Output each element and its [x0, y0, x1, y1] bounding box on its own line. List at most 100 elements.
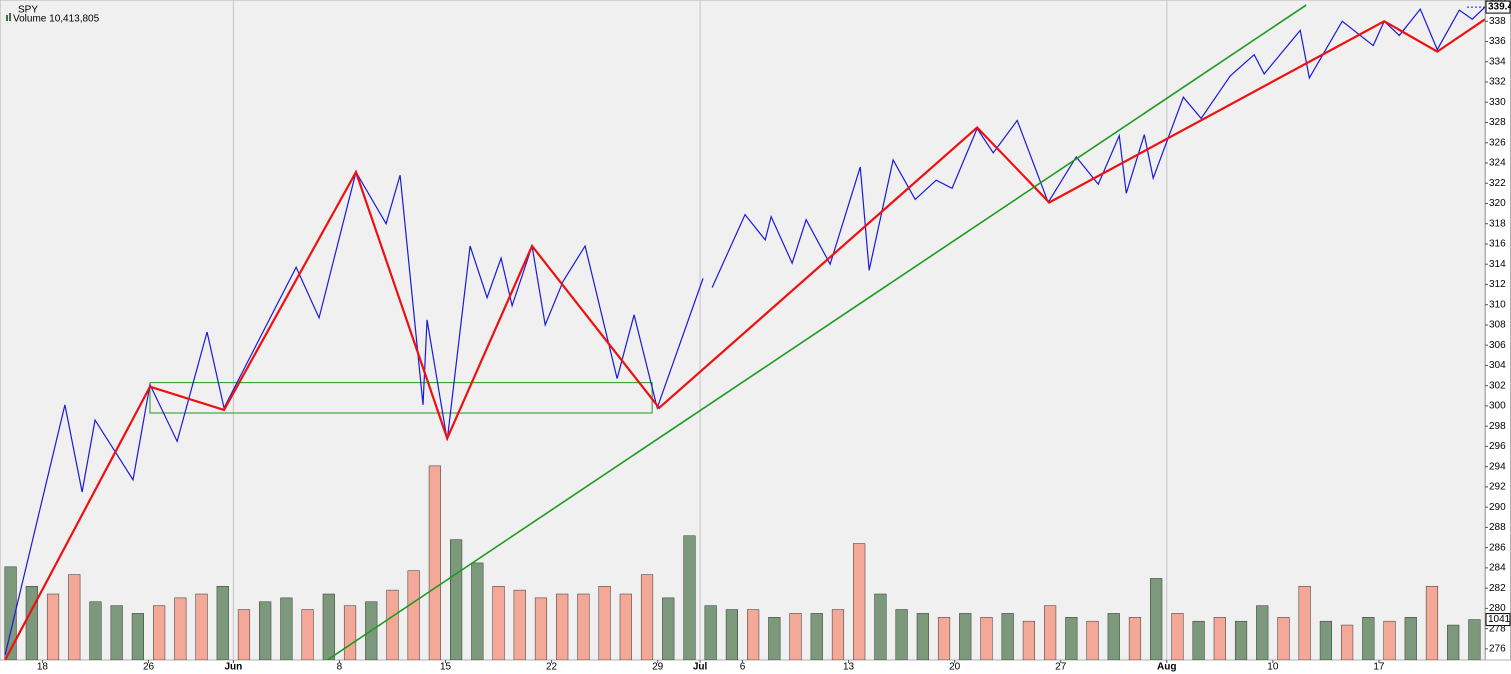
volume-bar — [428, 465, 441, 660]
volume-bar — [1213, 617, 1226, 660]
volume-bar — [1086, 620, 1099, 660]
y-tick-label: 334 — [1489, 56, 1506, 67]
volume-bar — [301, 609, 314, 660]
y-tick-label: 276 — [1489, 644, 1506, 655]
volume-bar — [25, 585, 38, 660]
volume-bar — [1192, 620, 1205, 660]
y-tick-label: 330 — [1489, 97, 1506, 108]
x-tick-label: 10 — [1267, 662, 1279, 673]
y-tick-label: 304 — [1489, 360, 1506, 371]
x-tick-label: Jun — [224, 662, 242, 673]
volume-bar — [1171, 613, 1184, 660]
y-tick-label: 324 — [1489, 158, 1506, 169]
volume-bar — [153, 605, 166, 660]
price-line — [4, 18, 1485, 660]
volume-bar — [386, 589, 399, 660]
volume-bar — [471, 562, 484, 660]
volume-bar — [619, 593, 632, 660]
volume-bar — [662, 597, 675, 660]
volume-bar — [1298, 585, 1311, 660]
y-tick-label: 310 — [1489, 299, 1506, 310]
plot-area — [0, 0, 1486, 661]
volume-bar — [768, 617, 781, 660]
volume-bar — [916, 613, 929, 660]
volume-bar — [1447, 624, 1460, 660]
volume-bar — [980, 617, 993, 660]
y-tick-label: 302 — [1489, 380, 1506, 391]
volume-bar — [322, 593, 335, 660]
volume-bar — [1383, 620, 1396, 660]
last-volume-label: 1041 — [1488, 614, 1511, 625]
volume-bar — [598, 585, 611, 660]
volume-bar — [1319, 620, 1332, 660]
volume-bar — [1277, 617, 1290, 660]
x-tick-label: 17 — [1373, 662, 1385, 673]
volume-bars — [4, 465, 1481, 660]
volume-bar — [725, 609, 738, 660]
x-tick-label: 15 — [440, 662, 452, 673]
y-tick-label: 328 — [1489, 117, 1506, 128]
y-tick-label: 326 — [1489, 137, 1506, 148]
y-tick-label: 336 — [1489, 36, 1506, 47]
volume-bar — [1150, 578, 1163, 660]
volume-bar — [237, 609, 251, 660]
volume-bar — [343, 605, 357, 660]
volume-icon — [9, 13, 11, 21]
volume-bar — [1044, 605, 1057, 660]
volume-bar — [1362, 617, 1375, 660]
volume-bar — [534, 597, 548, 660]
volume-bar — [1022, 620, 1035, 660]
volume-bar — [937, 617, 951, 660]
x-tick-label: 18 — [37, 662, 49, 673]
x-tick-label: Jul — [693, 662, 708, 673]
y-tick-label: 338 — [1489, 16, 1506, 27]
volume-bar — [110, 605, 123, 660]
volume-bar — [874, 593, 887, 660]
volume-bar — [174, 597, 187, 660]
volume-bar — [789, 613, 802, 660]
volume-bar — [46, 593, 60, 660]
last-volume-box — [1485, 613, 1511, 627]
volume-bar — [747, 609, 760, 660]
volume-bar — [959, 613, 972, 660]
volume-bar — [1107, 613, 1120, 660]
volume-bar — [1065, 617, 1078, 660]
y-tick-label: 290 — [1489, 502, 1506, 513]
y-tick-label: 300 — [1489, 401, 1506, 412]
volume-bar — [280, 597, 293, 660]
volume-bar — [1128, 617, 1142, 660]
y-tick-label: 280 — [1489, 603, 1506, 614]
volume-bar — [1001, 613, 1014, 660]
volume-bar — [1404, 617, 1417, 660]
last-price-label: 339.4 — [1488, 2, 1511, 13]
x-tick-label: Aug — [1157, 662, 1176, 673]
price-line — [711, 6, 1485, 288]
volume-bar — [853, 543, 866, 660]
y-tick-label: 288 — [1489, 522, 1506, 533]
price-line — [4, 170, 704, 656]
x-tick-label: 8 — [337, 662, 343, 673]
y-tick-label: 308 — [1489, 320, 1506, 331]
y-tick-label: 314 — [1489, 259, 1506, 270]
y-tick-label: 316 — [1489, 239, 1506, 250]
y-tick-label: 296 — [1489, 441, 1506, 452]
x-tick-label: 26 — [143, 662, 155, 673]
y-tick-label: 322 — [1489, 178, 1506, 189]
volume-bar — [89, 601, 102, 660]
y-tick-label: 278 — [1489, 623, 1506, 634]
volume-bar — [640, 574, 654, 660]
volume-bar — [195, 593, 208, 660]
y-tick-label: 332 — [1489, 77, 1506, 88]
y-tick-label: 320 — [1489, 198, 1506, 209]
volume-bar — [1341, 624, 1354, 660]
grid — [232, 0, 1168, 660]
volume-bar — [68, 574, 81, 660]
x-tick-label: 6 — [740, 662, 746, 673]
volume-bar — [577, 593, 590, 660]
volume-bar — [450, 539, 463, 660]
y-tick-label: 294 — [1489, 461, 1506, 472]
price-line — [325, 4, 1307, 660]
y-tick-label: 318 — [1489, 218, 1506, 229]
